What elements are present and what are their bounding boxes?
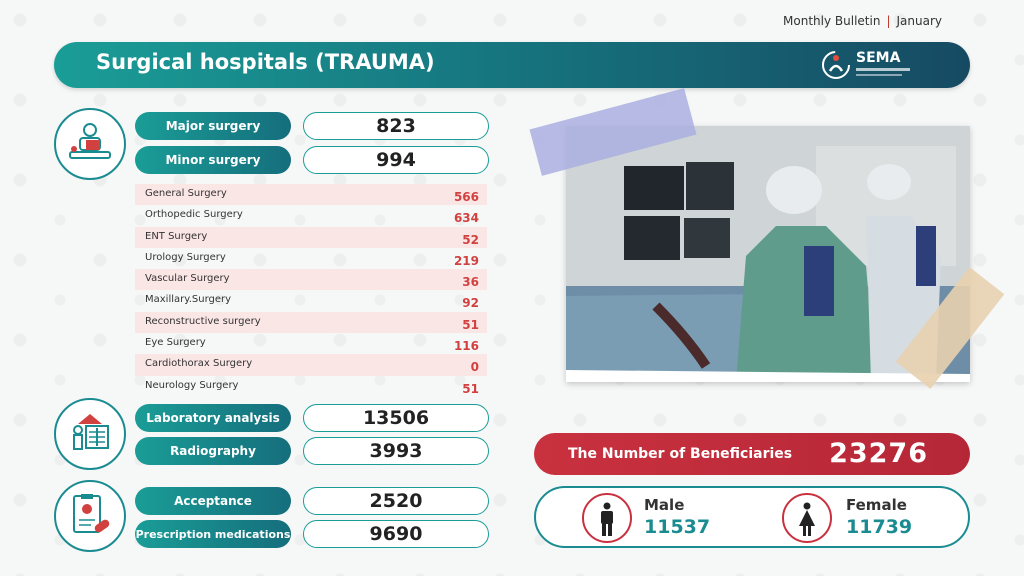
bulletin-label: Monthly Bulletin (783, 14, 881, 28)
surgery-type-value: 36 (462, 275, 479, 290)
sema-logo-icon (822, 51, 850, 79)
surgery-type-label: Neurology Surgery (145, 379, 239, 391)
bulletin-month: January (896, 14, 943, 28)
logo-subtitle-line-2 (856, 74, 902, 76)
surgery-type-label: Reconstructive surgery (145, 315, 261, 327)
male-label: Male (644, 496, 685, 514)
table-row: Urology Surgery 219 (135, 248, 487, 269)
bulletin-header: Monthly Bulletin | January (783, 14, 942, 28)
logo-text: SEMA (856, 50, 901, 66)
surgery-type-value: 52 (462, 232, 479, 247)
surgery-type-value: 51 (462, 317, 479, 332)
laboratory-analysis-value: 13506 (303, 404, 489, 432)
surgery-type-value: 566 (453, 190, 479, 204)
title-banner: Surgical hospitals (TRAUMA) SEMA (54, 42, 970, 88)
table-row: Vascular Surgery 36 (135, 269, 487, 291)
table-row: Orthopedic Surgery 634 (135, 205, 487, 226)
surgery-type-label: General Surgery (145, 188, 227, 199)
male-value: 11537 (644, 516, 711, 538)
surgery-breakdown-table: General Surgery 566 Orthopedic Surgery 634 E… (135, 184, 487, 397)
surgery-type-value: 219 (453, 253, 479, 268)
sema-logo: SEMA (820, 47, 910, 83)
table-row: Reconstructive surgery 51 (135, 311, 487, 334)
beneficiaries-banner: The Number of Beneficiaries 23276 (534, 433, 970, 475)
laboratory-icon (54, 398, 126, 470)
table-row: Maxillary.Surgery 92 (135, 290, 487, 311)
table-row: Cardiothorax Surgery 0 (135, 354, 487, 376)
table-row: General Surgery 566 (135, 184, 487, 206)
acceptance-label: Acceptance (135, 487, 291, 515)
radiography-label: Radiography (135, 437, 291, 465)
female-value: 11739 (846, 516, 913, 538)
surgery-type-label: Vascular Surgery (145, 273, 230, 285)
surgery-type-label: Orthopedic Surgery (145, 209, 243, 221)
minor-surgery-label: Minor surgery (135, 146, 291, 174)
surgery-type-value: 92 (462, 296, 479, 311)
surgery-type-label: Eye Surgery (145, 337, 206, 349)
surgery-type-label: Urology Surgery (145, 251, 226, 263)
major-surgery-value: 823 (303, 112, 489, 140)
page-title: Surgical hospitals (TRAUMA) (96, 50, 435, 74)
surgery-icon (54, 108, 126, 180)
prescription-medications-value: 9690 (303, 520, 489, 548)
surgery-type-label: ENT Surgery (145, 230, 208, 242)
female-label: Female (846, 496, 907, 514)
major-surgery-label: Major surgery (135, 112, 291, 140)
radiography-value: 3993 (303, 437, 489, 465)
minor-surgery-value: 994 (303, 146, 489, 174)
beneficiaries-label: The Number of Beneficiaries (568, 446, 793, 462)
surgery-type-value: 116 (453, 339, 479, 354)
female-icon (782, 493, 832, 543)
logo-subtitle-line (856, 68, 910, 71)
gender-breakdown: Male 11537 Female 11739 (534, 486, 970, 548)
prescription-medications-label: Prescription medications (135, 520, 291, 548)
surgery-type-value: 634 (453, 211, 479, 226)
surgery-type-label: Maxillary.Surgery (145, 294, 232, 306)
laboratory-analysis-label: Laboratory analysis (135, 404, 291, 432)
beneficiaries-value: 23276 (829, 438, 928, 469)
table-row: Eye Surgery 116 (135, 333, 487, 354)
male-icon (582, 493, 632, 543)
surgery-type-value: 0 (470, 360, 479, 375)
table-row: ENT Surgery 52 (135, 226, 487, 248)
table-row: Neurology Surgery 51 (135, 376, 487, 397)
surgery-type-label: Cardiothorax Surgery (145, 358, 253, 370)
bulletin-separator: | (886, 14, 891, 28)
prescription-icon (54, 480, 126, 552)
surgery-type-value: 51 (462, 381, 479, 396)
acceptance-value: 2520 (303, 487, 489, 515)
